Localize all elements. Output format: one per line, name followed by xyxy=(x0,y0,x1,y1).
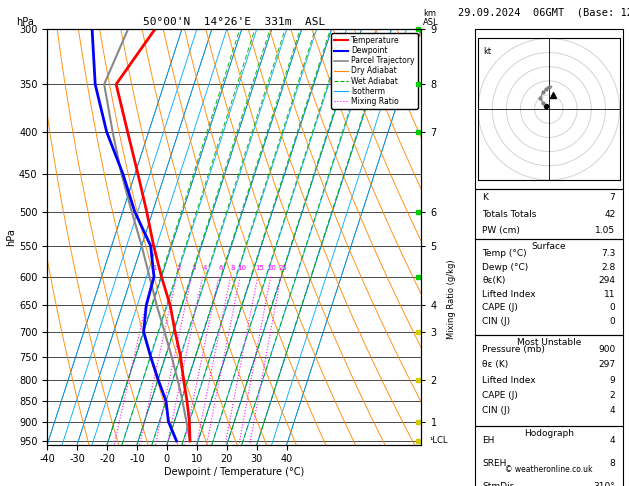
X-axis label: Dewpoint / Temperature (°C): Dewpoint / Temperature (°C) xyxy=(164,467,304,477)
Text: θε (K): θε (K) xyxy=(482,360,508,369)
Text: 310°: 310° xyxy=(594,482,615,486)
Text: 15: 15 xyxy=(255,265,264,271)
Text: 10: 10 xyxy=(237,265,247,271)
Text: 4: 4 xyxy=(610,436,615,446)
Text: Totals Totals: Totals Totals xyxy=(482,209,537,219)
Text: ¹LCL: ¹LCL xyxy=(429,436,447,446)
Text: Temp (°C): Temp (°C) xyxy=(482,249,527,259)
Text: 6: 6 xyxy=(218,265,223,271)
Y-axis label: hPa: hPa xyxy=(6,228,16,246)
Text: 0: 0 xyxy=(610,317,615,326)
Text: SREH: SREH xyxy=(482,459,507,468)
Text: 8: 8 xyxy=(230,265,235,271)
Text: 900: 900 xyxy=(598,345,615,354)
Text: Most Unstable: Most Unstable xyxy=(516,338,581,347)
Text: 3: 3 xyxy=(191,265,196,271)
Text: 8: 8 xyxy=(610,459,615,468)
Text: Lifted Index: Lifted Index xyxy=(482,290,536,299)
Text: 297: 297 xyxy=(598,360,615,369)
Text: CIN (J): CIN (J) xyxy=(482,406,510,415)
Text: 1: 1 xyxy=(152,265,157,271)
Legend: Temperature, Dewpoint, Parcel Trajectory, Dry Adiabat, Wet Adiabat, Isotherm, Mi: Temperature, Dewpoint, Parcel Trajectory… xyxy=(331,33,418,109)
Text: 7.3: 7.3 xyxy=(601,249,615,259)
Text: 25: 25 xyxy=(278,265,287,271)
Text: Dewp (°C): Dewp (°C) xyxy=(482,263,528,272)
Text: 4: 4 xyxy=(203,265,207,271)
Text: © weatheronline.co.uk: © weatheronline.co.uk xyxy=(505,465,593,474)
Text: 1.05: 1.05 xyxy=(595,226,615,235)
Text: kt: kt xyxy=(484,47,492,56)
Text: 294: 294 xyxy=(598,277,615,285)
Text: hPa: hPa xyxy=(16,17,33,27)
Text: 0: 0 xyxy=(610,303,615,312)
Text: CIN (J): CIN (J) xyxy=(482,317,510,326)
Text: Surface: Surface xyxy=(532,242,566,251)
Text: 4: 4 xyxy=(610,406,615,415)
Text: PW (cm): PW (cm) xyxy=(482,226,520,235)
Text: 11: 11 xyxy=(604,290,615,299)
Text: 20: 20 xyxy=(268,265,277,271)
Text: Hodograph: Hodograph xyxy=(524,429,574,438)
Text: 9: 9 xyxy=(610,376,615,384)
Text: 42: 42 xyxy=(604,209,615,219)
Text: CAPE (J): CAPE (J) xyxy=(482,303,518,312)
Text: Pressure (mb): Pressure (mb) xyxy=(482,345,545,354)
Text: Lifted Index: Lifted Index xyxy=(482,376,536,384)
Text: StmDir: StmDir xyxy=(482,482,514,486)
Text: 29.09.2024  06GMT  (Base: 12): 29.09.2024 06GMT (Base: 12) xyxy=(458,7,629,17)
Text: 2: 2 xyxy=(176,265,181,271)
Text: CAPE (J): CAPE (J) xyxy=(482,391,518,400)
Text: 2: 2 xyxy=(610,391,615,400)
Text: 2.8: 2.8 xyxy=(601,263,615,272)
Text: 7: 7 xyxy=(610,193,615,202)
Text: km
ASL: km ASL xyxy=(423,9,439,27)
Text: EH: EH xyxy=(482,436,494,446)
Title: 50°00'N  14°26'E  331m  ASL: 50°00'N 14°26'E 331m ASL xyxy=(143,17,325,27)
Text: θε(K): θε(K) xyxy=(482,277,506,285)
Text: Mixing Ratio (g/kg): Mixing Ratio (g/kg) xyxy=(447,260,456,339)
Text: K: K xyxy=(482,193,488,202)
